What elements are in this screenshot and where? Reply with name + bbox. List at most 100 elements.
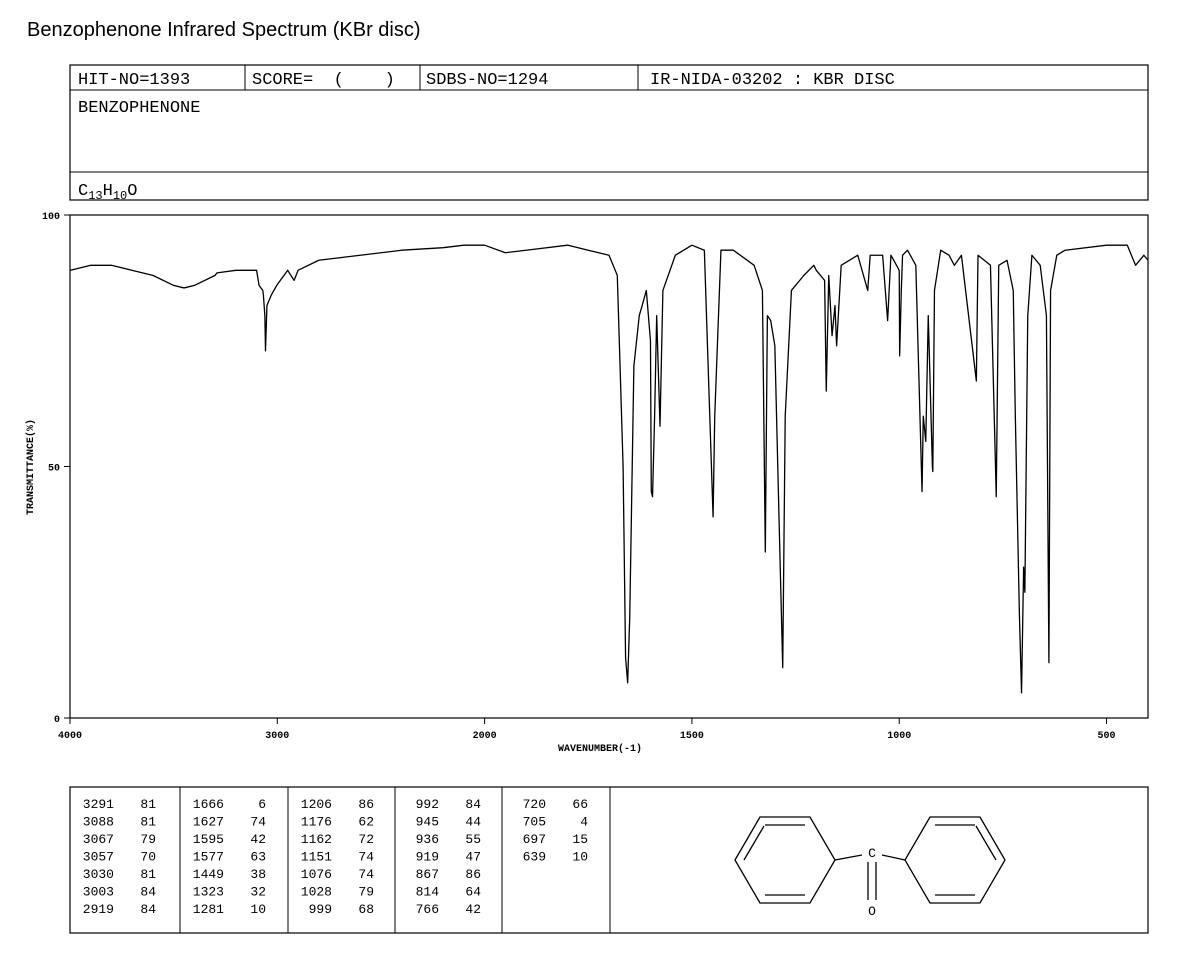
peak-wavenumber: 814 (416, 885, 440, 900)
sdbs-no: SDBS-NO=1294 (426, 71, 548, 90)
peak-wavenumber: 1323 (193, 885, 224, 900)
peak-transmittance: 42 (250, 832, 266, 847)
x-axis-label: WAVENUMBER(-1) (558, 743, 642, 755)
peak-transmittance: 84 (465, 797, 481, 812)
peak-wavenumber: 3003 (83, 885, 114, 900)
peak-wavenumber: 2919 (83, 902, 114, 917)
peak-transmittance: 79 (358, 885, 374, 900)
peak-wavenumber: 705 (523, 815, 546, 830)
peak-transmittance: 38 (250, 867, 266, 882)
peak-wavenumber: 1206 (301, 797, 332, 812)
peak-table: 3291 81 3088 81 3067 79 3057 70 3030 81 3003 84 2919… (83, 787, 611, 933)
peak-wavenumber: 992 (416, 797, 439, 812)
x-tick-label: 1000 (887, 731, 911, 742)
y-tick-label: 100 (42, 212, 60, 223)
peak-wavenumber: 1176 (301, 815, 332, 830)
benzene-ring (904, 816, 1006, 904)
y-tick-label: 0 (54, 715, 60, 726)
ir-code: IR-NIDA-03202 : KBR DISC (650, 71, 895, 90)
header-box: HIT-NO=1393 SCORE= ( ) SDBS-NO=1294 IR-N… (69, 64, 1149, 203)
y-tick-label: 50 (48, 464, 60, 475)
peak-wavenumber: 1162 (301, 832, 332, 847)
peak-transmittance: 74 (358, 867, 374, 882)
formula-part: 10 (113, 189, 127, 203)
peak-wavenumber: 919 (416, 850, 439, 865)
peak-wavenumber: 697 (523, 832, 546, 847)
y-axis-label: TRANSMITTANCE(%) (25, 419, 37, 515)
x-tick-label: 500 (1098, 731, 1116, 742)
peak-wavenumber: 3088 (83, 815, 114, 830)
hit-no: HIT-NO=1393 (78, 71, 190, 90)
peak-transmittance: 32 (250, 885, 266, 900)
chart-title: Benzophenone Infrared Spectrum (KBr disc… (27, 19, 421, 41)
peak-wavenumber: 945 (416, 815, 439, 830)
peak-wavenumber: 1449 (193, 867, 224, 882)
peak-transmittance: 84 (140, 902, 156, 917)
atom-label: O (868, 904, 876, 919)
header-frame (69, 64, 1149, 201)
structure: C O (734, 816, 1006, 919)
peak-wavenumber: 720 (523, 797, 546, 812)
peak-transmittance: 70 (140, 850, 156, 865)
peak-table-frame (69, 786, 1149, 934)
peak-transmittance: 10 (250, 902, 266, 917)
peak-transmittance: 81 (140, 815, 156, 830)
peak-transmittance: 10 (572, 850, 588, 865)
plot-frame (69, 214, 1149, 719)
formula-part: 13 (88, 189, 102, 203)
peak-transmittance: 81 (140, 867, 156, 882)
score: SCORE= ( ) (252, 71, 395, 90)
peak-wavenumber: 766 (416, 902, 439, 917)
peak-wavenumber: 1028 (301, 885, 332, 900)
spectrum-line (69, 244, 1149, 694)
peak-wavenumber: 1151 (301, 850, 332, 865)
peak-wavenumber: 1666 (193, 797, 224, 812)
bond (834, 854, 863, 861)
peak-transmittance: 62 (358, 815, 374, 830)
peak-transmittance: 84 (140, 885, 156, 900)
peak-wavenumber: 1076 (301, 867, 332, 882)
peak-wavenumber: 3291 (83, 797, 114, 812)
peak-wavenumber: 936 (416, 832, 439, 847)
peak-transmittance: 55 (465, 832, 481, 847)
peak-transmittance: 74 (358, 850, 374, 865)
peak-wavenumber: 639 (523, 850, 546, 865)
peak-transmittance: 64 (465, 885, 481, 900)
formula-part: H (103, 182, 113, 201)
ring-bond (975, 825, 997, 861)
atom-label: C (868, 846, 876, 861)
peak-wavenumber: 999 (309, 902, 332, 917)
peak-transmittance: 79 (140, 832, 156, 847)
peak-wavenumber: 1281 (193, 902, 224, 917)
peak-transmittance: 4 (580, 815, 588, 830)
peak-transmittance: 81 (140, 797, 156, 812)
x-tick-label: 1500 (680, 731, 704, 742)
compound-name: BENZOPHENONE (78, 99, 200, 118)
peak-wavenumber: 1577 (193, 850, 224, 865)
peak-wavenumber: 3030 (83, 867, 114, 882)
plot-area: 0 50 100 4000 3000 2000 1500 1000 500 (42, 212, 1149, 742)
x-tick-label: 3000 (265, 731, 289, 742)
peak-transmittance: 44 (465, 815, 481, 830)
formula-part: C (78, 182, 88, 201)
x-tick-label: 4000 (58, 731, 82, 742)
peak-transmittance: 86 (358, 797, 374, 812)
peak-transmittance: 63 (250, 850, 266, 865)
ring-bond (743, 825, 765, 861)
peak-transmittance: 68 (358, 902, 374, 917)
peak-transmittance: 86 (465, 867, 481, 882)
peak-wavenumber: 1595 (193, 832, 224, 847)
peak-wavenumber: 867 (416, 867, 439, 882)
peak-transmittance: 42 (465, 902, 481, 917)
peak-wavenumber: 3067 (83, 832, 114, 847)
peak-transmittance: 47 (465, 850, 481, 865)
peak-transmittance: 72 (358, 832, 374, 847)
peak-transmittance: 6 (258, 797, 266, 812)
formula-part: O (127, 182, 137, 201)
peak-transmittance: 74 (250, 815, 266, 830)
peak-wavenumber: 3057 (83, 850, 114, 865)
benzene-ring (734, 816, 836, 904)
peak-transmittance: 15 (572, 832, 588, 847)
